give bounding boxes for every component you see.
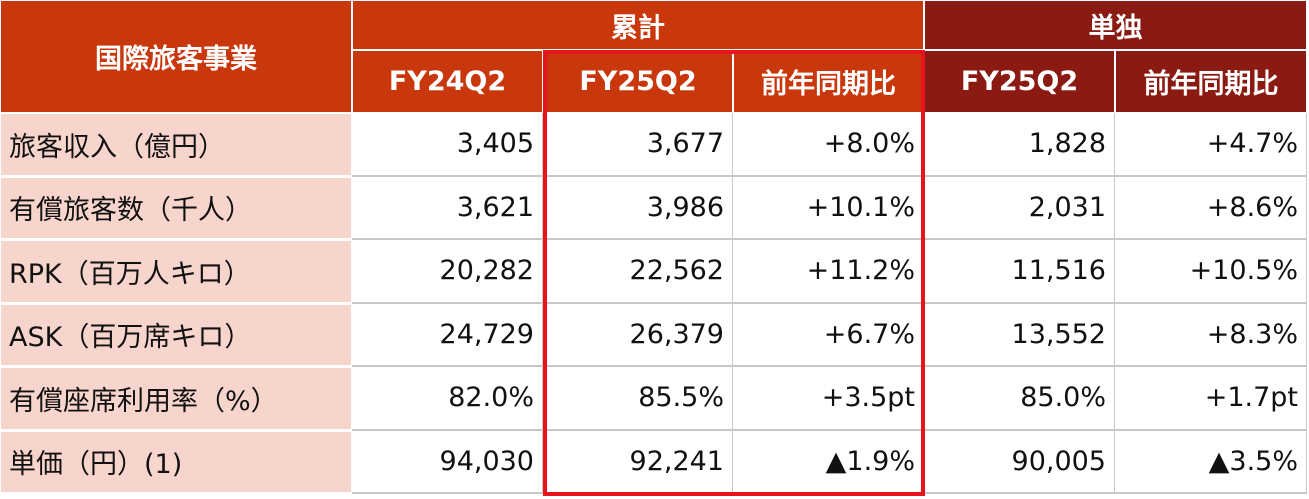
value-cell: 1,828	[924, 113, 1115, 177]
value-cell: +8.6%	[1115, 176, 1307, 240]
row-label: 有償座席利用率（%）	[0, 367, 352, 431]
value-cell: +1.7pt	[1115, 367, 1307, 431]
value-cell: +6.7%	[733, 303, 924, 367]
row-label: 単価（円）(1)	[0, 430, 352, 494]
value-cell: 11,516	[924, 240, 1115, 304]
value-cell: 90,005	[924, 430, 1115, 494]
value-cell: 2,031	[924, 176, 1115, 240]
value-cell: +8.0%	[733, 113, 924, 177]
corner-header: 国際旅客事業	[0, 0, 352, 113]
column-header: FY25Q2	[543, 50, 733, 113]
value-cell: 3,677	[543, 113, 733, 177]
value-cell: 85.0%	[924, 367, 1115, 431]
value-cell: +10.1%	[733, 176, 924, 240]
row-label: 有償旅客数（千人）	[0, 176, 352, 240]
value-cell: 13,552	[924, 303, 1115, 367]
row-label: 旅客収入（億円）	[0, 113, 352, 177]
value-cell: +4.7%	[1115, 113, 1307, 177]
value-cell: 3,986	[543, 176, 733, 240]
value-cell: 92,241	[543, 430, 733, 494]
value-cell: ▲1.9%	[733, 430, 924, 494]
row-label: ASK（百万席キロ）	[0, 303, 352, 367]
value-cell: 3,621	[352, 176, 543, 240]
column-header: 前年同期比	[1115, 50, 1307, 113]
group-header: 累計	[352, 0, 924, 50]
value-cell: 20,282	[352, 240, 543, 304]
value-cell: 94,030	[352, 430, 543, 494]
value-cell: +10.5%	[1115, 240, 1307, 304]
value-cell: ▲3.5%	[1115, 430, 1307, 494]
value-cell: +8.3%	[1115, 303, 1307, 367]
value-cell: 82.0%	[352, 367, 543, 431]
value-cell: 24,729	[352, 303, 543, 367]
value-cell: +11.2%	[733, 240, 924, 304]
value-cell: 22,562	[543, 240, 733, 304]
group-header: 単独	[924, 0, 1307, 50]
value-cell: 85.5%	[543, 367, 733, 431]
column-header: FY25Q2	[924, 50, 1115, 113]
column-header: FY24Q2	[352, 50, 543, 113]
value-cell: 3,405	[352, 113, 543, 177]
value-cell: +3.5pt	[733, 367, 924, 431]
value-cell: 26,379	[543, 303, 733, 367]
row-label: RPK（百万人キロ）	[0, 240, 352, 304]
column-header: 前年同期比	[733, 50, 924, 113]
